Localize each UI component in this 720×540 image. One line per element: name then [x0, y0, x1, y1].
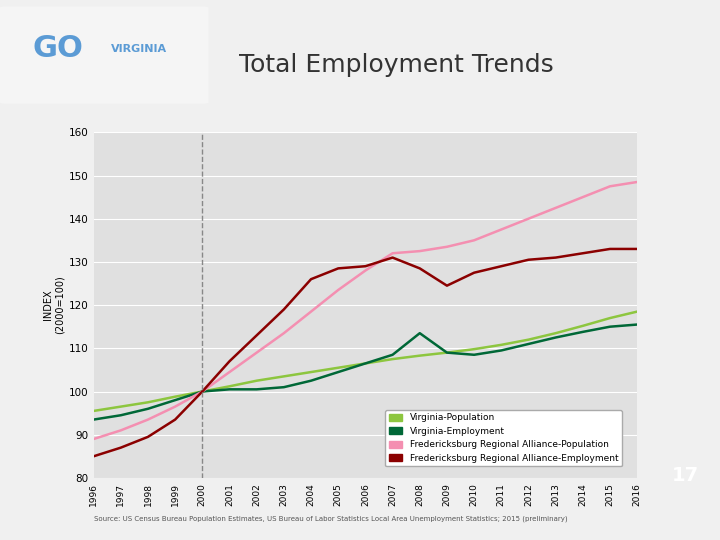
Y-axis label: INDEX
(2000=100): INDEX (2000=100): [43, 276, 65, 334]
Virginia-Employment: [117, 412, 125, 418]
Virginia-Population: [524, 336, 533, 343]
Fredericksburg Regional Alliance-Population: [361, 267, 370, 274]
Virginia-Population: [225, 383, 234, 389]
Fredericksburg Regional Alliance-Population: [89, 436, 98, 442]
Virginia-Employment: [89, 416, 98, 423]
Fredericksburg Regional Alliance-Employment: [279, 306, 288, 313]
Fredericksburg Regional Alliance-Employment: [117, 444, 125, 451]
Text: Source: US Census Bureau Population Estimates, US Bureau of Labor Statistics Loc: Source: US Census Bureau Population Esti…: [94, 515, 567, 522]
Text: VIRGINIA: VIRGINIA: [111, 44, 167, 53]
Fredericksburg Regional Alliance-Employment: [633, 246, 642, 252]
Virginia-Employment: [253, 386, 261, 393]
Line: Fredericksburg Regional Alliance-Employment: Fredericksburg Regional Alliance-Employm…: [94, 249, 637, 456]
Line: Virginia-Employment: Virginia-Employment: [94, 325, 637, 420]
Virginia-Population: [361, 360, 370, 367]
Fredericksburg Regional Alliance-Population: [578, 194, 587, 200]
Virginia-Employment: [171, 397, 179, 403]
Virginia-Population: [552, 330, 560, 336]
Virginia-Population: [253, 377, 261, 384]
Virginia-Population: [606, 315, 614, 321]
Text: GO: GO: [32, 34, 84, 63]
Fredericksburg Regional Alliance-Population: [470, 237, 479, 244]
Fredericksburg Regional Alliance-Population: [143, 416, 152, 423]
Fredericksburg Regional Alliance-Population: [225, 369, 234, 375]
Text: 17: 17: [672, 465, 699, 485]
Fredericksburg Regional Alliance-Population: [524, 215, 533, 222]
Virginia-Employment: [524, 341, 533, 347]
Virginia-Employment: [443, 349, 451, 356]
Fredericksburg Regional Alliance-Employment: [578, 250, 587, 256]
Virginia-Employment: [578, 329, 587, 335]
Fredericksburg Regional Alliance-Employment: [171, 416, 179, 423]
Virginia-Employment: [334, 369, 343, 375]
Virginia-Employment: [606, 323, 614, 330]
Virginia-Employment: [415, 330, 424, 336]
Fredericksburg Regional Alliance-Population: [198, 388, 207, 395]
Virginia-Population: [415, 353, 424, 359]
Fredericksburg Regional Alliance-Population: [334, 287, 343, 293]
Fredericksburg Regional Alliance-Population: [279, 330, 288, 336]
Fredericksburg Regional Alliance-Employment: [198, 388, 207, 395]
Virginia-Employment: [225, 386, 234, 393]
Fredericksburg Regional Alliance-Population: [117, 427, 125, 434]
Fredericksburg Regional Alliance-Employment: [388, 254, 397, 261]
Virginia-Employment: [307, 377, 315, 384]
Text: Total Employment Trends: Total Employment Trends: [238, 53, 554, 77]
Fredericksburg Regional Alliance-Employment: [470, 269, 479, 276]
Virginia-Employment: [198, 388, 207, 395]
Virginia-Population: [578, 322, 587, 329]
Virginia-Employment: [361, 360, 370, 367]
Fredericksburg Regional Alliance-Employment: [524, 256, 533, 263]
Fredericksburg Regional Alliance-Employment: [307, 276, 315, 282]
Virginia-Employment: [497, 347, 505, 354]
Virginia-Employment: [279, 384, 288, 390]
Fredericksburg Regional Alliance-Population: [497, 226, 505, 233]
Virginia-Population: [470, 346, 479, 353]
Fredericksburg Regional Alliance-Population: [606, 183, 614, 190]
Virginia-Population: [334, 364, 343, 371]
Virginia-Employment: [388, 352, 397, 358]
Virginia-Population: [443, 349, 451, 356]
Line: Fredericksburg Regional Alliance-Population: Fredericksburg Regional Alliance-Populat…: [94, 182, 637, 439]
Fredericksburg Regional Alliance-Population: [443, 244, 451, 250]
Fredericksburg Regional Alliance-Employment: [497, 263, 505, 269]
Virginia-Population: [279, 373, 288, 380]
Virginia-Population: [89, 408, 98, 414]
Fredericksburg Regional Alliance-Employment: [253, 332, 261, 339]
Fredericksburg Regional Alliance-Employment: [361, 263, 370, 269]
Fredericksburg Regional Alliance-Employment: [225, 358, 234, 365]
Line: Virginia-Population: Virginia-Population: [94, 312, 637, 411]
Fredericksburg Regional Alliance-Employment: [552, 254, 560, 261]
Legend: Virginia-Population, Virginia-Employment, Fredericksburg Regional Alliance-Popul: Virginia-Population, Virginia-Employment…: [385, 410, 622, 467]
Virginia-Population: [388, 356, 397, 362]
Fredericksburg Regional Alliance-Employment: [89, 453, 98, 460]
Virginia-Population: [198, 388, 207, 395]
Virginia-Employment: [143, 406, 152, 412]
Fredericksburg Regional Alliance-Population: [388, 250, 397, 256]
Fredericksburg Regional Alliance-Employment: [143, 434, 152, 440]
Virginia-Employment: [470, 352, 479, 358]
Fredericksburg Regional Alliance-Population: [633, 179, 642, 185]
Fredericksburg Regional Alliance-Employment: [334, 265, 343, 272]
Fredericksburg Regional Alliance-Employment: [443, 282, 451, 289]
Fredericksburg Regional Alliance-Employment: [415, 265, 424, 272]
Virginia-Population: [307, 369, 315, 375]
Fredericksburg Regional Alliance-Population: [415, 248, 424, 254]
Virginia-Population: [117, 403, 125, 410]
Virginia-Population: [143, 399, 152, 406]
Virginia-Population: [171, 394, 179, 400]
Fredericksburg Regional Alliance-Population: [171, 403, 179, 410]
Virginia-Employment: [633, 321, 642, 328]
Virginia-Population: [633, 308, 642, 315]
Fredericksburg Regional Alliance-Population: [253, 349, 261, 356]
Fredericksburg Regional Alliance-Population: [552, 205, 560, 211]
Fredericksburg Regional Alliance-Employment: [606, 246, 614, 252]
Virginia-Population: [497, 342, 505, 348]
FancyBboxPatch shape: [0, 6, 209, 104]
Fredericksburg Regional Alliance-Population: [307, 308, 315, 315]
Virginia-Employment: [552, 334, 560, 341]
